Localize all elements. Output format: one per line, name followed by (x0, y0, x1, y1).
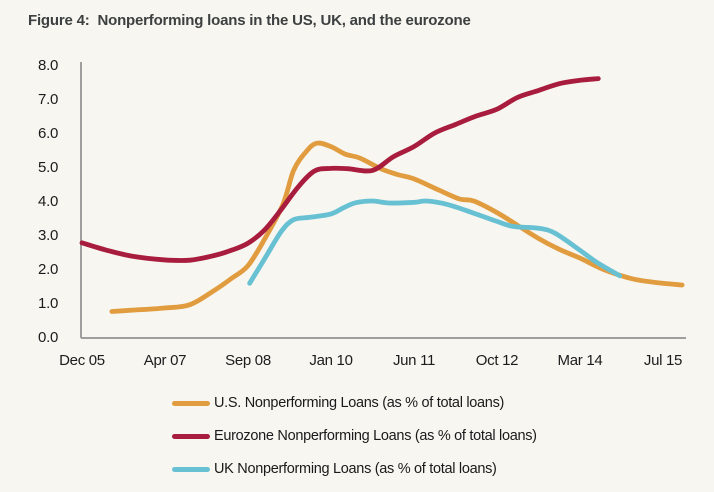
legend-item-uk: UK Nonperforming Loans (as % of total lo… (0, 459, 714, 479)
y-axis-tick-label: 3.0 (38, 227, 58, 244)
x-axis-tick-label: Sep 08 (225, 352, 271, 369)
x-axis-tick-label: Jul 15 (644, 352, 682, 369)
legend-swatch-us (172, 400, 210, 406)
legend-swatch-uk (172, 466, 210, 472)
x-axis-tick-label: Oct 12 (476, 352, 518, 369)
y-axis-tick-label: 0.0 (38, 329, 58, 346)
series-line-us (109, 140, 685, 314)
chart-legend: U.S. Nonperforming Loans (as % of total … (0, 393, 714, 479)
legend-label-us: U.S. Nonperforming Loans (as % of total … (214, 395, 505, 411)
legend-item-us: U.S. Nonperforming Loans (as % of total … (0, 393, 714, 413)
y-axis-tick-label: 8.0 (38, 57, 58, 74)
y-axis-tick-label: 1.0 (38, 295, 58, 312)
x-axis-tick-label: Jan 10 (309, 352, 352, 369)
x-axis-tick-label: Jun 11 (393, 352, 435, 369)
series-line-eurozone (79, 76, 601, 263)
legend-label-eurozone: Eurozone Nonperforming Loans (as % of to… (214, 428, 537, 444)
y-axis-tick-label: 5.0 (38, 159, 58, 176)
loans-line-chart: 0.0 1.0 2.0 3.0 4.0 5.0 6.0 7.0 8.0 Dec 05 Apr 07 S… (38, 57, 686, 369)
x-axis-tick-label: Mar 14 (558, 352, 603, 369)
y-axis-tick-label: 6.0 (38, 125, 58, 142)
y-axis-tick-label: 2.0 (38, 261, 58, 278)
y-axis-tick-label: 7.0 (38, 91, 58, 108)
legend-label-uk: UK Nonperforming Loans (as % of total lo… (214, 461, 497, 477)
y-axis-tick-label: 4.0 (38, 193, 58, 210)
legend-swatch-eurozone (172, 433, 210, 439)
x-axis-tick-label: Apr 07 (144, 352, 186, 369)
x-axis-tick-label: Dec 05 (59, 352, 105, 369)
figure-title: Figure 4: Nonperforming loans in the US,… (28, 12, 471, 29)
series-line-uk (247, 198, 623, 286)
legend-item-eurozone: Eurozone Nonperforming Loans (as % of to… (0, 426, 714, 446)
